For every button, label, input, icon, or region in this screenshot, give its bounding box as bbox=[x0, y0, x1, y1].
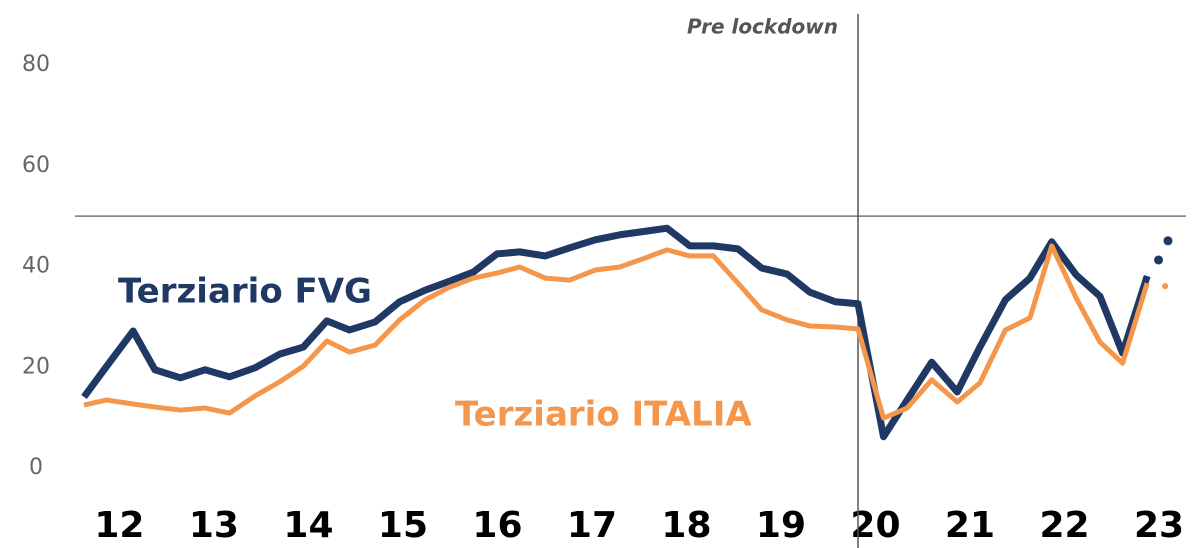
x-tick-label: 23 bbox=[1134, 505, 1184, 546]
x-tick-label: 22 bbox=[1039, 505, 1089, 546]
projection-point bbox=[1163, 236, 1173, 246]
projection-point bbox=[1154, 255, 1164, 265]
x-tick-label: 12 bbox=[94, 505, 144, 546]
x-tick-label: 20 bbox=[850, 505, 900, 546]
x-tick-label: 16 bbox=[472, 505, 522, 546]
series-label: Terziario FVG bbox=[118, 272, 372, 312]
x-tick-label: 19 bbox=[756, 505, 806, 546]
x-tick-label: 14 bbox=[283, 505, 333, 546]
y-tick-label: 80 bbox=[22, 52, 50, 77]
x-tick-label: 18 bbox=[661, 505, 711, 546]
y-tick-label: 0 bbox=[29, 455, 43, 480]
x-tick-label: 21 bbox=[945, 505, 995, 546]
line bbox=[83, 243, 1150, 421]
x-tick-label: 13 bbox=[189, 505, 239, 546]
y-tick-label: 60 bbox=[22, 153, 50, 178]
y-tick-label: 20 bbox=[22, 354, 50, 379]
x-tick-label: 17 bbox=[567, 505, 617, 546]
line bbox=[81, 224, 1151, 441]
projection-point bbox=[1162, 283, 1169, 290]
y-tick-label: 40 bbox=[22, 254, 50, 279]
vline-label: Pre lockdown bbox=[687, 15, 838, 39]
series-label: Terziario ITALIA bbox=[455, 395, 752, 435]
x-tick-label: 15 bbox=[378, 505, 428, 546]
